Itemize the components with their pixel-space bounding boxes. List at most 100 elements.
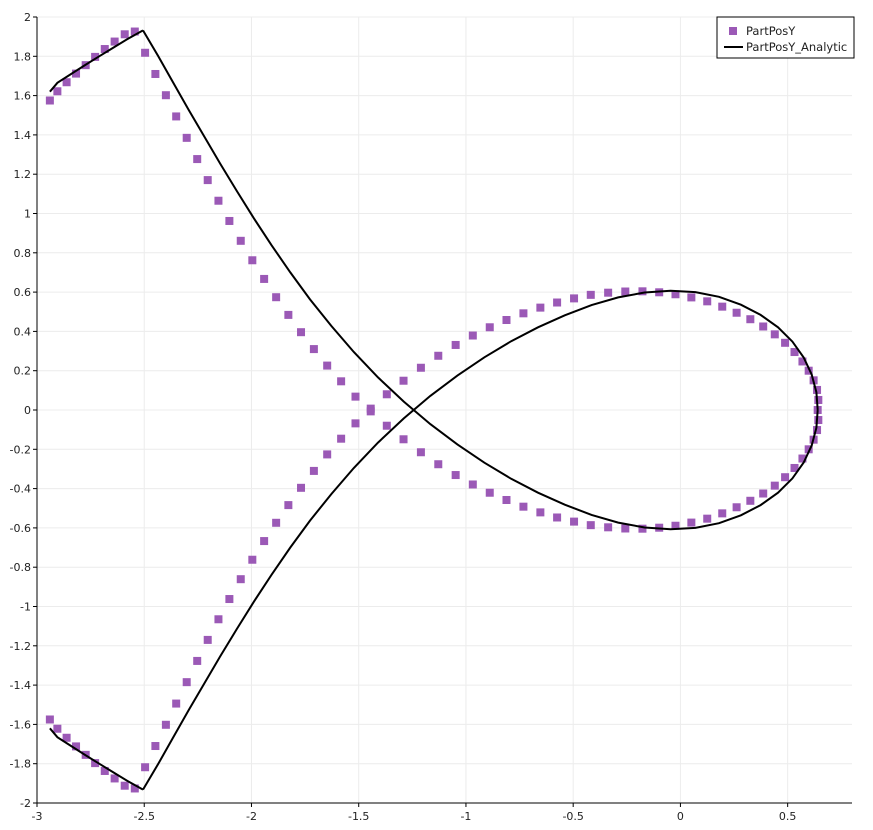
data-point-partposy — [687, 518, 696, 527]
data-point-partposy — [718, 302, 727, 311]
data-point-partposy — [284, 310, 293, 319]
data-point-partposy — [236, 236, 245, 245]
data-point-partposy — [519, 502, 528, 511]
data-point-partposy — [272, 293, 281, 302]
data-point-partposy — [120, 30, 129, 39]
data-point-partposy — [172, 699, 181, 708]
data-point-partposy — [141, 48, 150, 57]
data-point-partposy — [621, 524, 630, 533]
data-point-partposy — [351, 392, 360, 401]
data-point-partposy — [45, 96, 54, 105]
y-tick-label: -0.4 — [10, 483, 31, 496]
data-point-partposy — [284, 501, 293, 510]
data-point-partposy — [621, 287, 630, 296]
data-point-partposy — [248, 555, 257, 564]
y-tick-label: -1.4 — [10, 679, 31, 692]
data-point-partposy — [366, 407, 375, 416]
data-point-partposy — [759, 489, 768, 498]
data-point-partposy — [746, 315, 755, 324]
data-point-partposy — [297, 328, 306, 337]
data-point-partposy — [732, 503, 741, 512]
data-point-partposy — [225, 216, 234, 225]
data-point-partposy — [814, 395, 823, 404]
data-point-partposy — [813, 426, 822, 435]
tick-labels: -3 -2.5 -2 -1.5 -1 -0.5 0 0.5 2 1.8 1.6 1.4 1.2 1 0.8 0… — [10, 11, 797, 823]
data-point-partposy — [72, 742, 81, 751]
series-line-partposy-analytic — [142, 289, 819, 791]
grid-lines — [36, 16, 852, 804]
y-tick-label: 1 — [24, 208, 31, 221]
data-point-partposy — [416, 363, 425, 372]
data-point-partposy — [502, 316, 511, 325]
data-point-partposy — [100, 766, 109, 775]
data-point-partposy — [468, 331, 477, 340]
data-point-partposy — [151, 69, 160, 78]
data-point-partposy — [485, 488, 494, 497]
y-tick-label: 0 — [24, 404, 31, 417]
x-tick-label: -3 — [32, 810, 43, 823]
data-point-partposy — [416, 448, 425, 457]
y-tick-label: -1.6 — [10, 718, 31, 731]
data-point-partposy — [746, 496, 755, 505]
data-point-partposy — [53, 724, 62, 733]
data-point-partposy — [671, 290, 680, 299]
data-point-partposy — [485, 323, 494, 332]
data-point-partposy — [570, 517, 579, 526]
data-point-partposy — [260, 274, 269, 283]
x-tick-label: 0.5 — [779, 810, 797, 823]
data-point-partposy — [781, 473, 790, 482]
data-point-partposy — [536, 508, 545, 517]
data-point-partposy — [337, 377, 346, 386]
data-point-partposy — [248, 256, 257, 265]
plot-area — [45, 27, 823, 793]
data-point-partposy — [687, 293, 696, 302]
y-tick-label: 1.8 — [14, 50, 32, 63]
data-point-partposy — [804, 445, 813, 454]
data-point-partposy — [382, 390, 391, 399]
data-point-partposy — [451, 471, 460, 480]
data-point-partposy — [309, 345, 318, 354]
y-tick-label: 0.2 — [14, 365, 32, 378]
data-point-partposy — [130, 784, 139, 793]
data-point-partposy — [399, 435, 408, 444]
series-line-partposy-analytic — [49, 727, 144, 791]
data-point-partposy — [151, 742, 160, 751]
y-tick-label: -0.2 — [10, 443, 31, 456]
series-line-partposy-analytic — [49, 29, 144, 93]
data-point-partposy — [570, 294, 579, 303]
data-point-partposy — [732, 308, 741, 317]
data-point-partposy — [141, 763, 150, 772]
data-point-partposy — [790, 348, 799, 357]
data-point-partposy — [309, 466, 318, 475]
data-point-partposy — [604, 288, 613, 297]
x-tick-label: -2.5 — [134, 810, 155, 823]
data-point-partposy — [337, 434, 346, 443]
data-point-partposy — [451, 340, 460, 349]
data-point-partposy — [638, 524, 647, 533]
data-point-partposy — [120, 781, 129, 790]
y-tick-label: -0.8 — [10, 561, 31, 574]
data-point-partposy — [45, 715, 54, 724]
y-tick-label: 0.6 — [14, 286, 32, 299]
x-tick-label: 0 — [677, 810, 684, 823]
data-point-partposy — [790, 463, 799, 472]
data-point-partposy — [91, 52, 100, 61]
data-point-partposy — [260, 537, 269, 546]
data-point-partposy — [434, 351, 443, 360]
data-point-partposy — [804, 366, 813, 375]
data-point-partposy — [297, 483, 306, 492]
data-point-partposy — [272, 518, 281, 527]
data-point-partposy — [759, 322, 768, 331]
legend-marker-partposy — [729, 27, 737, 35]
data-point-partposy — [434, 460, 443, 469]
y-tick-label: 0.4 — [14, 325, 32, 338]
data-point-partposy — [813, 385, 822, 394]
y-tick-label: 1.2 — [14, 168, 32, 181]
data-point-partposy — [72, 69, 81, 78]
series-line-partposy-analytic — [142, 29, 819, 531]
data-point-partposy — [553, 513, 562, 522]
data-point-partposy — [351, 419, 360, 428]
legend-box — [716, 16, 855, 59]
data-point-partposy — [382, 421, 391, 430]
